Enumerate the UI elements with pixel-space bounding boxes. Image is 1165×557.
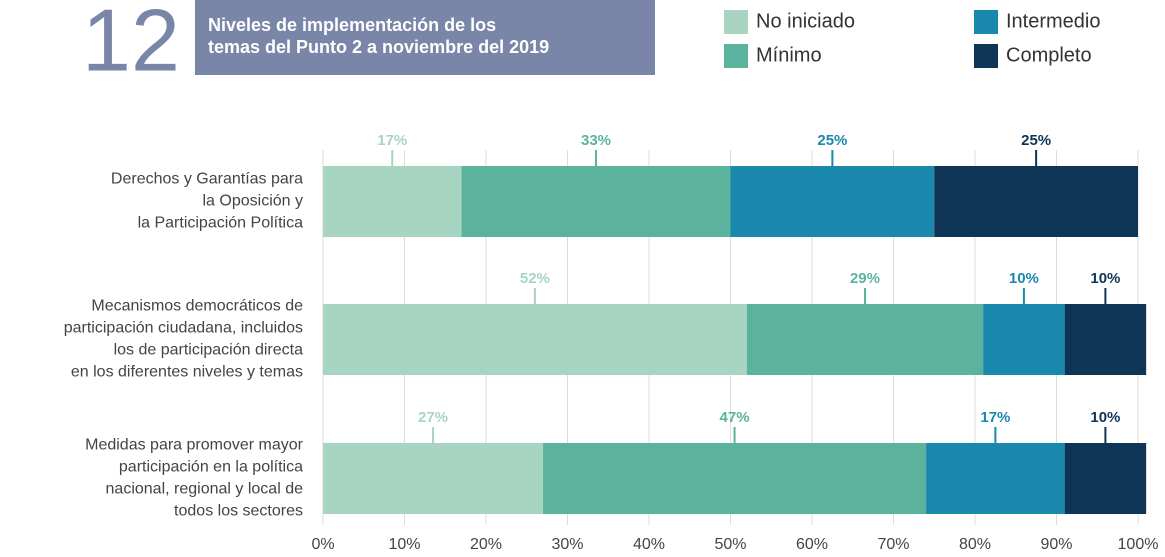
- y-tick-label: la Participación Política: [138, 215, 304, 232]
- title-box: [195, 0, 655, 75]
- x-tick-label: 50%: [714, 536, 746, 552]
- bar-segment: [323, 443, 544, 514]
- chart-title: Niveles de implementación de los: [208, 15, 496, 35]
- bar-segment: [983, 304, 1065, 375]
- x-tick-label: 30%: [551, 536, 583, 552]
- data-label: 17%: [377, 132, 407, 149]
- chart-title: temas del Punto 2 a noviembre del 2019: [208, 37, 549, 57]
- y-tick-label: Mecanismos democráticos de: [91, 298, 303, 315]
- legend-label: Mínimo: [756, 44, 822, 66]
- y-tick-label: nacional, regional y local de: [106, 481, 304, 498]
- data-label: 52%: [520, 270, 550, 287]
- y-tick-label: participación en la política: [119, 459, 303, 476]
- y-tick-label: Derechos y Garantías para: [111, 171, 303, 188]
- x-tick-label: 70%: [877, 536, 909, 552]
- x-tick-label: 10%: [388, 536, 420, 552]
- data-label: 47%: [720, 409, 750, 426]
- bar-segment: [1064, 304, 1147, 375]
- x-tick-label: 60%: [796, 536, 828, 552]
- bar-segment: [934, 166, 1138, 237]
- figure-number: 12: [82, 0, 180, 90]
- y-tick-label: la Oposición y: [203, 193, 304, 210]
- bar-segment: [926, 443, 1065, 514]
- legend-label: Intermedio: [1006, 10, 1101, 32]
- data-label: 17%: [980, 409, 1010, 426]
- y-tick-label: los de participación directa: [114, 342, 304, 359]
- legend-swatch: [724, 10, 748, 34]
- x-tick-label: 90%: [1040, 536, 1072, 552]
- bar-segment: [543, 443, 927, 514]
- bar-segment: [323, 304, 747, 375]
- bar-segment: [461, 166, 731, 237]
- legend-swatch: [974, 44, 998, 68]
- data-label: 27%: [418, 409, 448, 426]
- legend-label: Completo: [1006, 44, 1092, 66]
- bar-segment: [746, 304, 984, 375]
- legend-label: No iniciado: [756, 10, 855, 32]
- x-tick-label: 20%: [470, 536, 502, 552]
- bar-segment: [1064, 443, 1147, 514]
- legend-swatch: [724, 44, 748, 68]
- data-label: 25%: [817, 132, 847, 149]
- y-tick-label: todos los sectores: [174, 503, 303, 520]
- y-tick-label: participación ciudadana, incluidos: [64, 320, 303, 337]
- data-label: 10%: [1090, 270, 1120, 287]
- data-label: 25%: [1021, 132, 1051, 149]
- data-label: 29%: [850, 270, 880, 287]
- x-tick-label: 80%: [959, 536, 991, 552]
- y-tick-label: Medidas para promover mayor: [85, 437, 304, 454]
- data-label: 10%: [1009, 270, 1039, 287]
- x-tick-label: 100%: [1118, 536, 1159, 552]
- x-tick-label: 40%: [633, 536, 665, 552]
- data-label: 10%: [1090, 409, 1120, 426]
- bar-segment: [323, 166, 462, 237]
- x-tick-label: 0%: [311, 536, 334, 552]
- y-tick-label: en los diferentes niveles y temas: [71, 364, 303, 381]
- bar-segment: [730, 166, 935, 237]
- legend-swatch: [974, 10, 998, 34]
- data-label: 33%: [581, 132, 611, 149]
